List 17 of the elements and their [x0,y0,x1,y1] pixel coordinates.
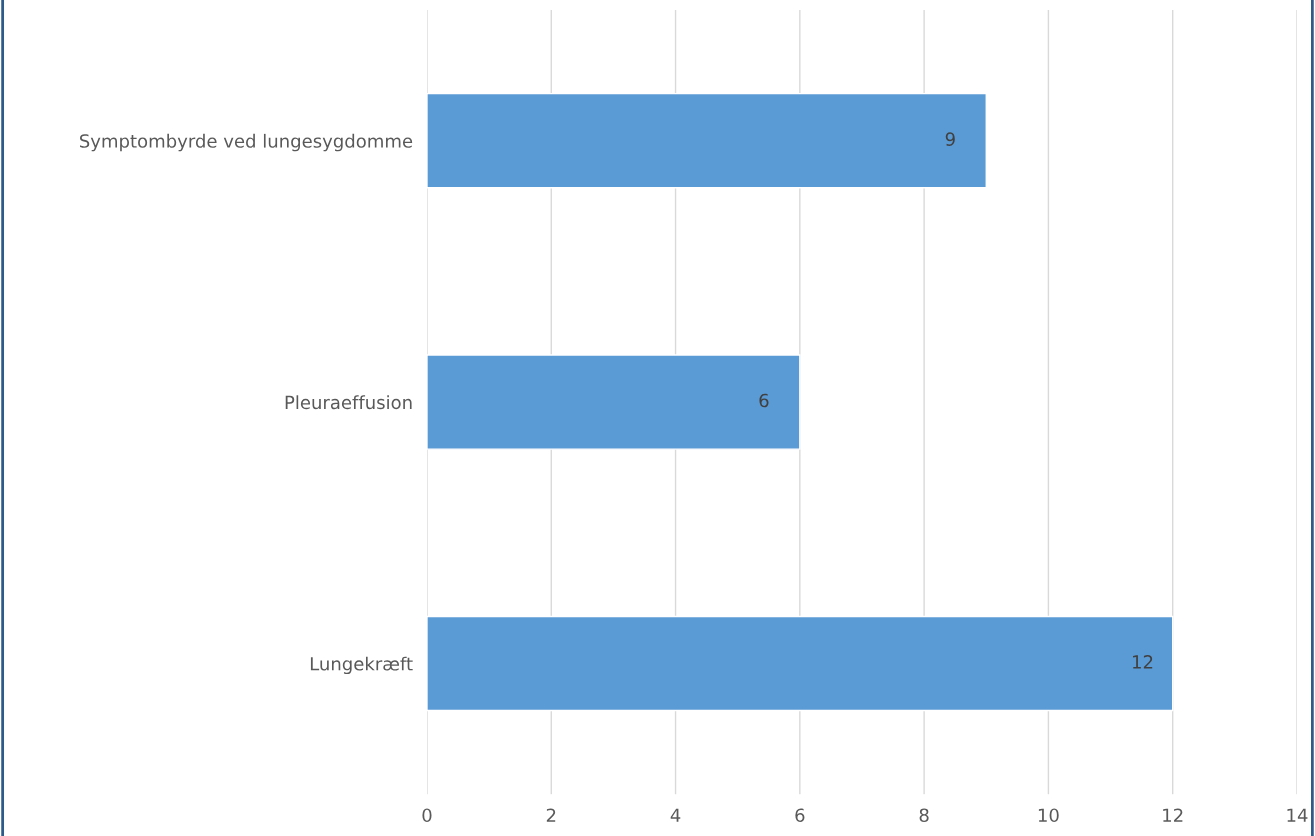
x-tick-label: 2 [546,808,556,822]
y-tick-label: Symptombyrde ved lungesygdomme [79,133,413,152]
data-label: 6 [759,393,769,408]
x-tick-label: 6 [795,808,805,823]
bar [426,354,801,450]
y-tick-label: Pleuraeffusion [285,395,412,410]
data-label: 12 [1133,655,1153,669]
bar [426,92,987,189]
y-tick-label: Lungekræft [310,656,413,675]
x-tick-label: 8 [919,808,929,823]
x-tick-label: 0 [422,808,432,823]
x-tick-label: 10 [1038,808,1059,823]
x-tick-label: 12 [1163,808,1183,822]
bar [426,615,1174,712]
data-label: 9 [945,132,955,146]
x-tick-label: 14 [1287,808,1308,822]
x-tick-label: 4 [670,808,681,822]
